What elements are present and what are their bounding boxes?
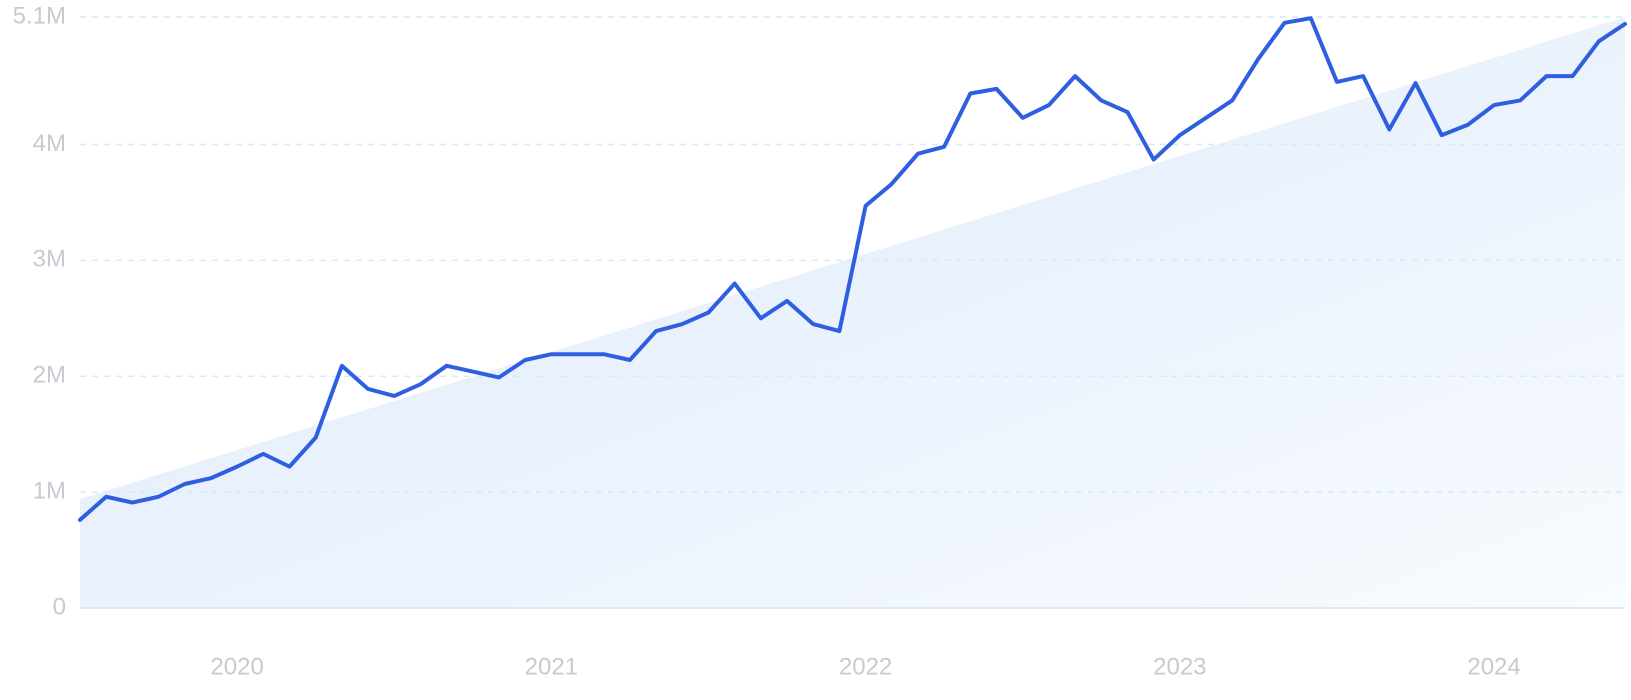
y-tick-label: 5.1M	[13, 2, 66, 29]
y-tick-label: 3M	[33, 246, 66, 273]
x-tick-label: 2022	[839, 653, 892, 680]
series-line	[78, 16, 1627, 522]
y-tick-label: 2M	[33, 362, 66, 389]
y-tick-label: 0	[53, 593, 66, 620]
x-tick-label: 2021	[525, 653, 578, 680]
x-tick-label: 2024	[1467, 653, 1520, 680]
trend-area	[80, 17, 1625, 608]
y-tick-label: 1M	[33, 477, 66, 504]
x-tick-label: 2023	[1153, 653, 1206, 680]
x-tick-label: 2020	[210, 653, 263, 680]
y-tick-label: 4M	[33, 130, 66, 157]
